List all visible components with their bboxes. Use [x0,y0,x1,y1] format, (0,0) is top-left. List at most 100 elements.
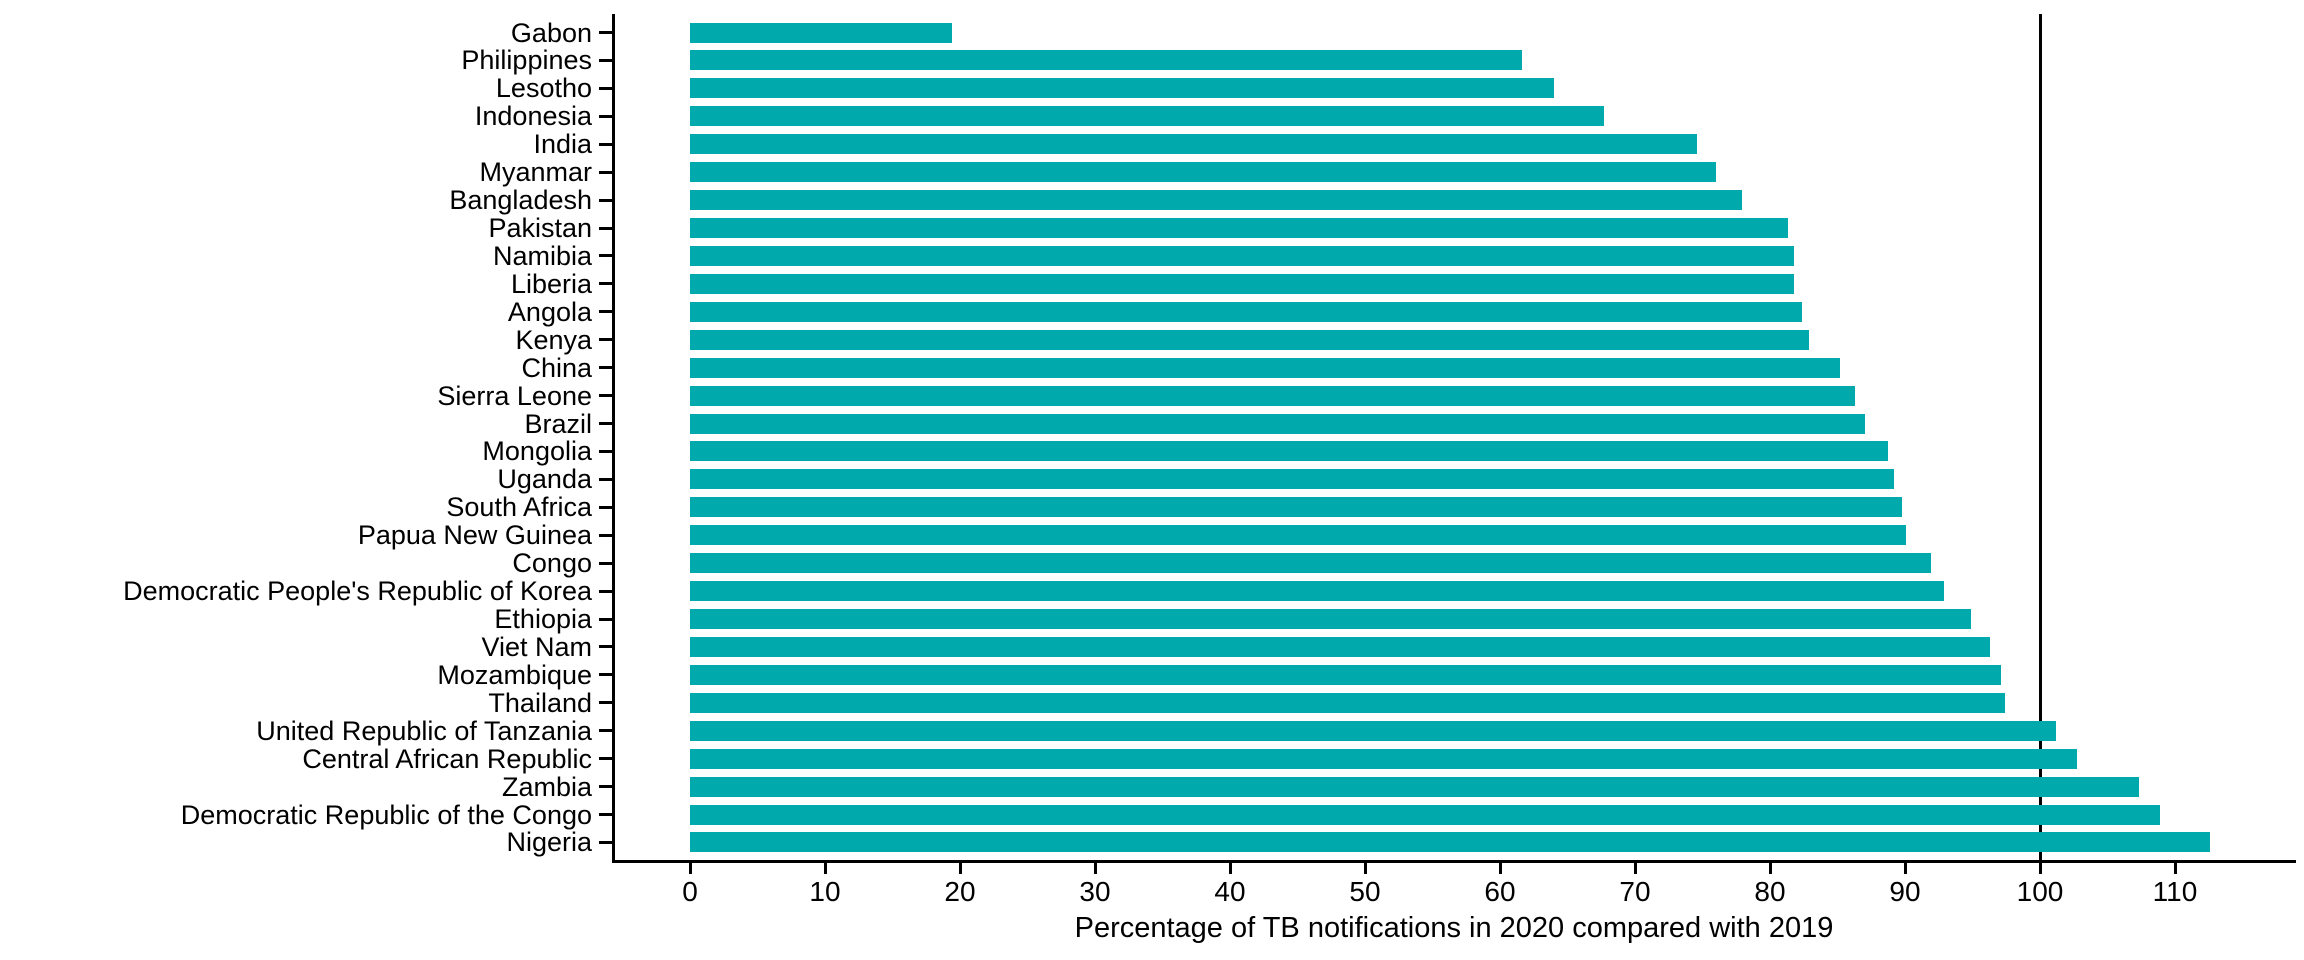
x-tick [1228,861,1232,874]
country-label: Democratic People's Republic of Korea [123,576,592,607]
country-label: Kenya [515,324,592,355]
bar-nigeria [690,832,2211,853]
bar-gabon [690,22,952,43]
country-label: Thailand [488,687,592,718]
country-label: Viet Nam [481,631,592,662]
x-tick-label: 0 [682,876,698,907]
bar-south-africa [690,497,1903,518]
country-label: Zambia [501,771,592,802]
bar-central-african-republic [690,748,2077,769]
bar-mongolia [690,441,1888,462]
x-tick [2038,861,2042,874]
country-label: Liberia [510,268,592,299]
country-label: China [521,352,592,383]
bar-mozambique [690,664,2001,685]
country-label: Ethiopia [494,604,592,635]
country-label: Papua New Guinea [357,520,592,551]
bar-united-republic-of-tanzania [690,720,2057,741]
country-label: Angola [507,296,592,327]
country-label: United Republic of Tanzania [256,715,592,746]
y-tick [599,840,614,844]
x-tick [958,861,962,874]
country-label: Sierra Leone [437,380,592,411]
country-label: Mongolia [482,436,592,467]
y-tick [599,338,614,342]
x-tick-label: 70 [1619,876,1651,907]
bar-thailand [690,692,2005,713]
reference-line-100 [2038,14,2042,860]
y-tick [599,394,614,398]
country-label: Nigeria [506,827,592,858]
y-tick [599,282,614,286]
bar-kenya [690,329,1810,350]
bar-angola [690,301,1803,322]
y-tick [599,366,614,370]
y-tick [599,477,614,481]
country-label: Lesotho [495,73,592,104]
x-axis-line [612,860,2296,863]
x-tick-label: 110 [2152,876,2198,907]
y-tick [599,254,614,258]
bar-bangladesh [690,190,1742,211]
bar-uganda [690,469,1895,490]
country-label: Democratic Republic of the Congo [180,799,592,830]
x-tick [2173,861,2177,874]
bar-lesotho [690,78,1554,99]
y-tick [599,86,614,90]
x-tick [823,861,827,874]
y-tick [599,729,614,733]
country-label: Mozambique [437,659,592,690]
x-tick [1363,861,1367,874]
bar-china [690,357,1841,378]
bar-papua-new-guinea [690,525,1907,546]
country-label: Bangladesh [449,185,592,216]
bar-ethiopia [690,609,1972,630]
y-tick [599,198,614,202]
y-tick [599,533,614,537]
bar-pakistan [690,218,1788,238]
country-label: India [533,129,592,160]
bar-congo [690,553,1931,574]
bar-viet-nam [690,636,1990,657]
country-label: Congo [512,548,592,579]
x-tick-label: 60 [1484,876,1516,907]
country-label: Philippines [461,45,592,76]
x-tick-label: 10 [809,876,841,907]
y-tick [599,561,614,565]
x-tick-label: 40 [1214,876,1246,907]
y-tick [599,142,614,146]
country-label: Pakistan [488,213,592,243]
x-tick [1093,861,1097,874]
x-tick [1633,861,1637,874]
bar-sierra-leone [690,385,1855,406]
x-tick-label: 80 [1754,876,1786,907]
y-axis-line [612,14,615,863]
y-tick [599,785,614,789]
bar-namibia [690,245,1795,266]
y-tick [599,310,614,314]
x-tick [688,861,692,874]
y-tick [599,589,614,593]
y-tick [599,617,614,621]
country-label: South Africa [446,492,592,523]
x-tick-label: 20 [944,876,976,907]
y-tick [599,31,614,34]
bar-liberia [690,273,1795,294]
country-label: Indonesia [474,101,592,132]
y-tick [599,170,614,174]
bar-brazil [690,413,1865,434]
bar-indonesia [690,106,1604,127]
y-tick [599,645,614,649]
x-axis-title: Percentage of TB notifications in 2020 c… [1074,912,1834,944]
y-tick [599,422,614,426]
y-tick [599,505,614,509]
y-tick [599,226,614,230]
bar-democratic-republic-of-the-congo [690,804,2161,825]
y-tick [599,701,614,705]
y-tick [599,58,614,62]
bar-myanmar [690,162,1716,183]
y-tick [599,449,614,453]
bar-philippines [690,50,1522,71]
country-label: Namibia [492,240,592,271]
